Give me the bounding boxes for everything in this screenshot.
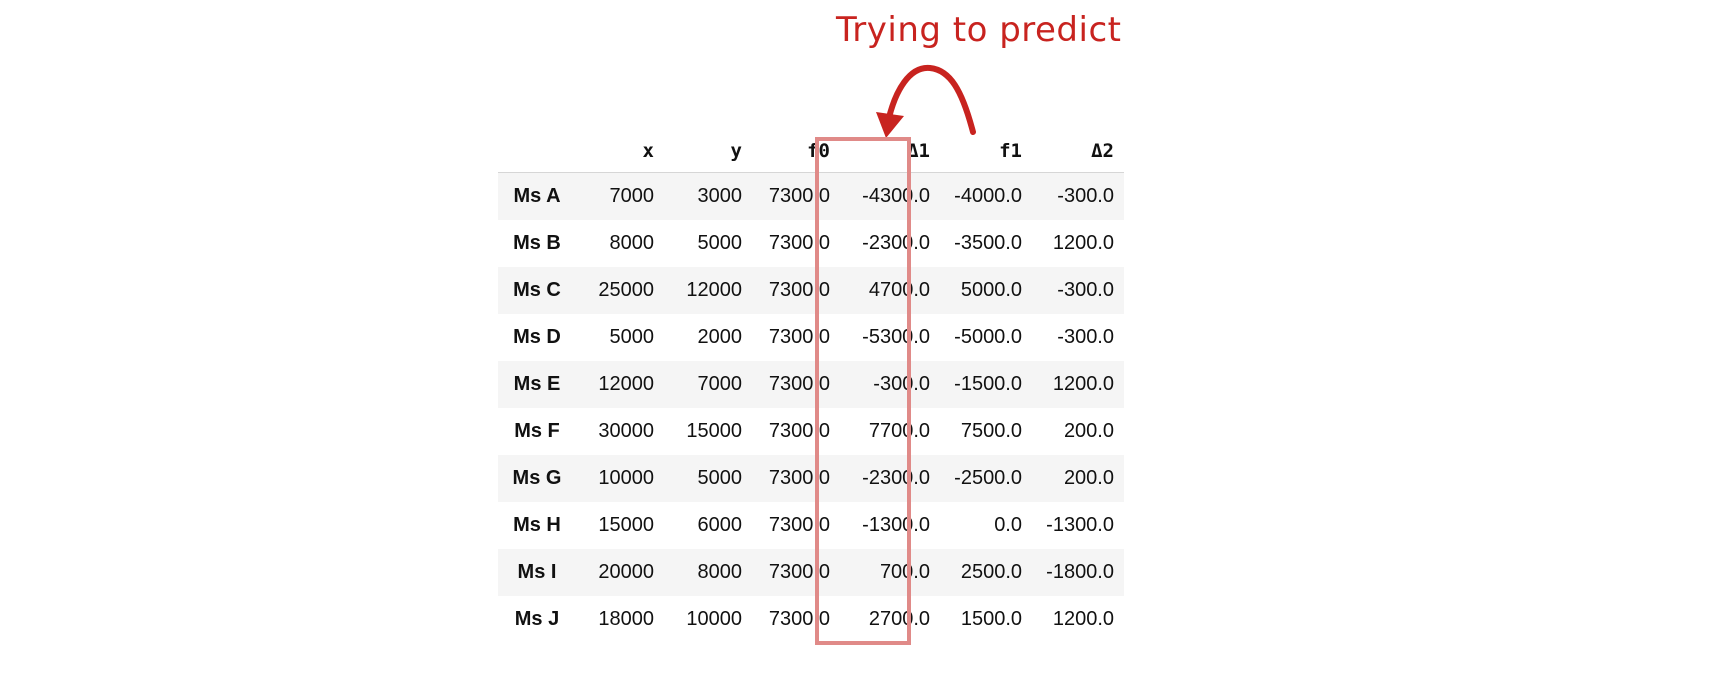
cell-f0: 7300.0 [768,373,830,395]
table-row: Ms H 15000 6000 7300.0 -1300.0 0.0 -1300.0 [498,502,1124,549]
cell-f1: -1500.0 [954,373,1022,395]
cell-x: 20000 [598,561,654,583]
cell-delta2: 200.0 [1063,467,1114,489]
cell-y: 3000 [697,185,743,207]
cell-y: 2000 [697,326,743,348]
cell-delta2: -300.0 [1057,326,1114,348]
cell-x: 5000 [609,326,655,348]
cell-f1: 1500.0 [960,608,1022,630]
row-index: Ms E [513,373,561,395]
cell-f0: 7300.0 [768,279,830,301]
cell-x: 25000 [598,279,654,301]
table-row: Ms J 18000 10000 7300.0 2700.0 1500.0 1200.0 [498,596,1124,643]
cell-f0: 7300.0 [768,514,830,536]
column-header-delta1: Δ1 [840,130,940,173]
cell-delta2: -300.0 [1057,185,1114,207]
cell-x: 8000 [609,232,655,254]
table-row: Ms F 30000 15000 7300.0 7700.0 7500.0 200.0 [498,408,1124,455]
table-row: Ms I 20000 8000 7300.0 700.0 2500.0 -1800.0 [498,549,1124,596]
data-table: x y f0 Δ1 f1 Δ2 Ms A 7000 3000 7300.0 -4300.… [498,130,1124,643]
table-row: Ms B 8000 5000 7300.0 -2300.0 -3500.0 1200.0 [498,220,1124,267]
cell-delta2: -300.0 [1057,279,1114,301]
cell-f1: -3500.0 [954,232,1022,254]
table-row: Ms A 7000 3000 7300.0 -4300.0 -4000.0 -300.0 [498,172,1124,220]
row-index: Ms C [513,279,561,301]
cell-f1: 5000.0 [960,279,1022,301]
cell-x: 30000 [598,420,654,442]
cell-x: 10000 [598,467,654,489]
cell-delta2: -1300.0 [1046,514,1114,536]
cell-f0: 7300.0 [768,185,830,207]
row-index: Ms I [517,561,557,583]
row-index: Ms J [514,608,560,630]
row-index: Ms G [512,467,562,489]
cell-f1: -2500.0 [954,467,1022,489]
table-row: Ms G 10000 5000 7300.0 -2300.0 -2500.0 200.0 [498,455,1124,502]
cell-f0: 7300.0 [768,232,830,254]
cell-f1: 7500.0 [960,420,1022,442]
cell-delta1: 4700.0 [868,279,930,301]
cell-delta2: 1200.0 [1052,232,1114,254]
cell-x: 15000 [598,514,654,536]
column-header-delta2: Δ2 [1032,130,1124,173]
cell-f1: -5000.0 [954,326,1022,348]
cell-f0: 7300.0 [768,420,830,442]
cell-f1: 0.0 [994,514,1022,536]
cell-y: 12000 [686,279,742,301]
cell-f0: 7300.0 [768,561,830,583]
table-row: Ms C 25000 12000 7300.0 4700.0 5000.0 -300.0 [498,267,1124,314]
cell-x: 7000 [609,185,655,207]
cell-f1: -4000.0 [954,185,1022,207]
row-index: Ms B [513,232,561,254]
cell-delta1: -300.0 [873,373,930,395]
index-header [498,130,576,173]
cell-y: 5000 [697,232,743,254]
cell-f0: 7300.0 [768,608,830,630]
cell-y: 15000 [686,420,742,442]
table-row: Ms E 12000 7000 7300.0 -300.0 -1500.0 1200.0 [498,361,1124,408]
cell-f1: 2500.0 [960,561,1022,583]
row-index: Ms H [513,514,561,536]
cell-delta1: -5300.0 [862,326,930,348]
column-header-f0: f0 [752,130,840,173]
cell-x: 18000 [598,608,654,630]
row-index: Ms A [513,185,561,207]
cell-x: 12000 [598,373,654,395]
cell-delta2: 200.0 [1063,420,1114,442]
cell-delta1: 700.0 [879,561,930,583]
cell-delta1: -2300.0 [862,467,930,489]
cell-y: 7000 [697,373,743,395]
annotation-label: Trying to predict [836,10,1122,50]
cell-y: 5000 [697,467,743,489]
cell-y: 10000 [686,608,742,630]
cell-delta1: -4300.0 [862,185,930,207]
cell-delta2: 1200.0 [1052,608,1114,630]
cell-y: 8000 [697,561,743,583]
cell-f0: 7300.0 [768,467,830,489]
cell-f0: 7300.0 [768,326,830,348]
cell-delta1: 7700.0 [868,420,930,442]
table-header-row: x y f0 Δ1 f1 Δ2 [498,130,1124,173]
row-index: Ms D [513,326,561,348]
column-header-y: y [664,130,752,173]
column-header-f1: f1 [940,130,1032,173]
table-row: Ms D 5000 2000 7300.0 -5300.0 -5000.0 -300.0 [498,314,1124,361]
cell-delta2: -1800.0 [1046,561,1114,583]
cell-delta1: 2700.0 [868,608,930,630]
row-index: Ms F [514,420,560,442]
cell-delta2: 1200.0 [1052,373,1114,395]
cell-delta1: -1300.0 [862,514,930,536]
cell-y: 6000 [697,514,743,536]
cell-delta1: -2300.0 [862,232,930,254]
column-header-x: x [576,130,664,173]
